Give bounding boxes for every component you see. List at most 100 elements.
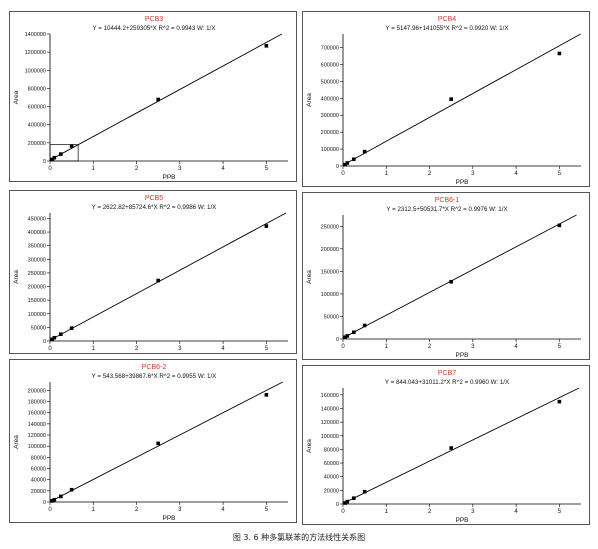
chart-pcb5: PCB5 Y = 2622.82+85724.6*X R^2 = 0.9986 W… <box>13 195 288 352</box>
x-tick-label: 2 <box>428 509 432 515</box>
x-tick-label: 3 <box>471 509 475 515</box>
x-tick-label: 5 <box>265 166 269 172</box>
y-tick-label: 450000 <box>28 216 46 222</box>
y-tick-label: 60000 <box>31 467 46 473</box>
chart-title: PCB6-2 <box>142 364 167 371</box>
data-point <box>343 335 347 339</box>
chart-panel-pcb6-2: PCB6-2 Y = 543.568+39867.6*X R^2 = 0.9955… <box>9 359 297 523</box>
data-point <box>449 446 453 450</box>
y-tick-label: 150000 <box>28 298 46 304</box>
x-tick-label: 5 <box>558 344 562 350</box>
data-point <box>264 43 269 48</box>
x-tick-label: 0 <box>48 166 52 172</box>
y-tick-label: 100000 <box>321 292 339 298</box>
y-tick-label: 1400000 <box>25 32 46 38</box>
x-tick-label: 2 <box>135 507 139 513</box>
data-point <box>264 393 269 397</box>
regression-equation: Y = 5147.96+141055*X R^2 = 0.9920 W: 1/X <box>386 25 509 32</box>
x-tick-label: 4 <box>514 509 518 515</box>
y-tick-label: 80000 <box>324 447 339 453</box>
chart-panel-pcb5: PCB5 Y = 2622.82+85724.6*X R^2 = 0.9986 W… <box>9 190 297 354</box>
y-tick-label: 140000 <box>321 406 339 412</box>
data-point <box>362 149 367 154</box>
data-point <box>264 224 269 228</box>
y-tick-label: 40000 <box>324 475 339 481</box>
regression-equation: Y = 10444.2+259305*X R^2 = 0.9943 W: 1/X <box>93 25 216 32</box>
x-tick-label: 0 <box>48 507 52 513</box>
data-point <box>52 155 57 160</box>
data-point <box>59 152 63 156</box>
y-tick-label: 120000 <box>321 420 339 426</box>
x-axis-label: PPB <box>162 174 175 181</box>
x-tick-label: 2 <box>428 344 432 350</box>
y-tick-label: 200000 <box>28 285 46 291</box>
y-tick-label: 200000 <box>28 388 46 394</box>
x-axis-label: PPB <box>162 515 175 522</box>
regression-equation: Y = 2312.5+50531.7*X R^2 = 0.9976 W: 1/X <box>386 206 507 213</box>
y-tick-label: 160000 <box>321 393 339 399</box>
y-tick-label: 60000 <box>324 461 339 467</box>
data-point <box>69 144 74 148</box>
x-tick-label: 0 <box>341 509 345 515</box>
y-tick-label: 800000 <box>28 86 46 92</box>
y-tick-label: 200000 <box>28 141 46 147</box>
y-tick-label: 400000 <box>28 230 46 236</box>
x-tick-label: 5 <box>558 171 562 177</box>
y-tick-label: 80000 <box>31 455 46 461</box>
data-point <box>69 487 74 492</box>
y-tick-label: 0 <box>336 502 339 508</box>
y-tick-label: 150000 <box>321 269 339 275</box>
x-tick-label: 4 <box>221 507 225 513</box>
x-tick-label: 1 <box>385 171 389 177</box>
y-axis-label: Area <box>306 439 313 453</box>
data-point <box>50 499 54 503</box>
x-tick-label: 5 <box>558 509 562 515</box>
chart-pcb7: PCB7 Y = 844.043+31011.2*X R^2 = 0.9960 W… <box>306 370 581 524</box>
data-point <box>69 326 74 330</box>
regression-line <box>342 387 580 504</box>
y-tick-label: 120000 <box>28 433 46 439</box>
y-tick-label: 350000 <box>28 244 46 250</box>
y-tick-label: 700000 <box>321 46 339 52</box>
y-tick-label: 300000 <box>28 257 46 263</box>
x-tick-label: 5 <box>265 346 269 352</box>
regression-line <box>342 33 581 166</box>
figure-caption: 图 3. 6 种多氯联苯的方法线性关系图 <box>232 533 366 542</box>
data-point <box>449 97 453 101</box>
x-tick-label: 0 <box>48 346 52 352</box>
x-axis-label: PPB <box>455 352 468 359</box>
y-tick-label: 500000 <box>321 79 339 85</box>
data-point <box>362 489 367 494</box>
x-tick-label: 3 <box>471 171 475 177</box>
data-point <box>50 157 54 162</box>
data-point <box>343 501 347 505</box>
y-tick-label: 250000 <box>28 271 46 277</box>
data-point <box>343 162 347 167</box>
y-tick-label: 140000 <box>28 422 46 428</box>
regression-equation: Y = 2622.82+85724.6*X R^2 = 0.9986 W: 1/… <box>92 204 217 211</box>
chart-pcb3: PCB3 Y = 10444.2+259305*X R^2 = 0.9943 W:… <box>13 16 288 181</box>
y-axis-label: Area <box>306 93 313 107</box>
x-tick-label: 3 <box>471 344 475 350</box>
y-tick-label: 100000 <box>28 444 46 450</box>
regression-line <box>342 214 577 339</box>
data-point <box>352 157 356 162</box>
y-tick-label: 100000 <box>28 312 46 318</box>
data-point <box>156 97 160 102</box>
x-tick-label: 2 <box>135 166 139 172</box>
x-tick-label: 4 <box>514 171 518 177</box>
y-tick-label: 0 <box>336 337 339 343</box>
y-axis-label: Area <box>13 270 20 284</box>
x-axis-label: PPB <box>455 179 468 186</box>
x-tick-label: 3 <box>178 166 182 172</box>
data-point <box>449 279 453 284</box>
x-tick-label: 1 <box>385 344 389 350</box>
y-axis-label: Area <box>13 435 20 449</box>
x-tick-label: 4 <box>221 166 225 172</box>
data-point <box>59 494 63 499</box>
data-point <box>557 223 562 228</box>
y-tick-label: 100000 <box>321 147 339 153</box>
y-tick-label: 1000000 <box>25 68 46 74</box>
x-tick-label: 2 <box>135 346 139 352</box>
y-tick-label: 250000 <box>321 224 339 230</box>
